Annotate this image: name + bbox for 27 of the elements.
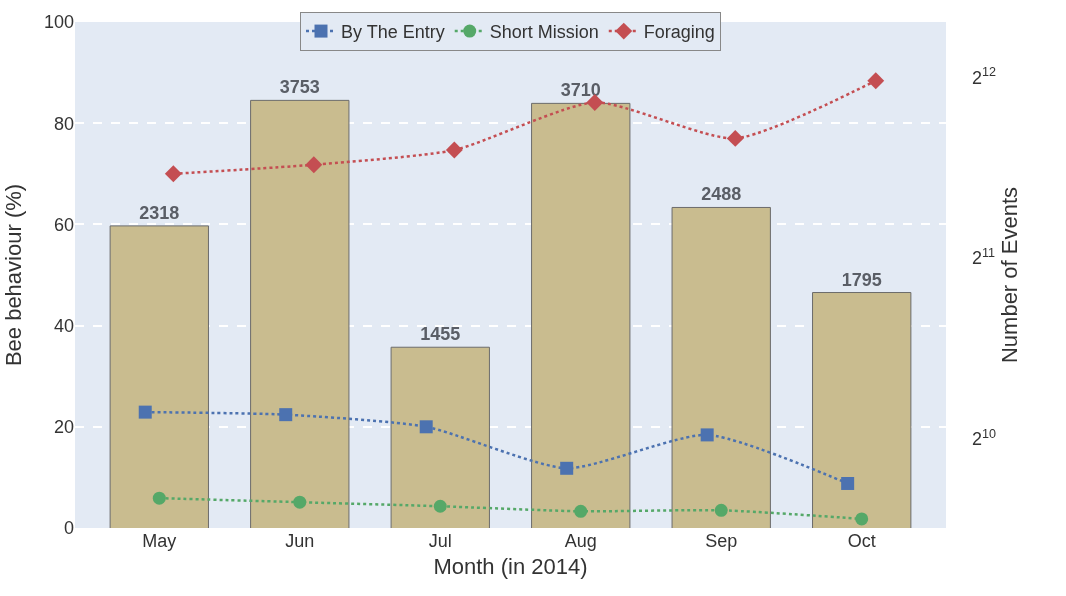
data-label: 3753 (279, 77, 320, 98)
x-tick-label: Oct (847, 531, 876, 551)
x-tick-label: May (142, 531, 177, 551)
x-tick-label: Sep (705, 531, 738, 551)
y2-tick-label: 2$^{12}$ (972, 65, 997, 88)
y-tick-label: 80 (53, 113, 74, 134)
x-tick-label: Aug (564, 531, 597, 551)
legend-label: By The Entry (341, 22, 445, 43)
legend-label: Foraging (643, 22, 715, 43)
x-tick-label: Jul (428, 531, 452, 551)
x-axis-title: Month (in 2014) (433, 553, 588, 579)
y-axis-title: Bee behaviour (%) (1, 183, 26, 367)
y2-tick-label: 2$^{11}$ (972, 245, 996, 269)
data-label: 3710 (560, 80, 601, 101)
y-tick-label: 20 (53, 417, 74, 438)
x-tick-label: Jun (285, 531, 315, 551)
y-tick-label: 60 (53, 214, 74, 235)
data-label: 2318 (139, 202, 180, 223)
data-label: 1795 (841, 269, 882, 290)
y2-tick-label: 2$^{10}$ (972, 426, 997, 450)
data-label: 1455 (420, 324, 461, 345)
y2-axis-title: Number of Events (997, 186, 1023, 364)
data-label: 2488 (701, 184, 742, 205)
y-tick-label: 0 (63, 518, 74, 539)
legend-label: Short Mission (489, 22, 599, 43)
y-tick-label: 40 (53, 315, 74, 336)
y-tick-label: 100 (43, 12, 74, 33)
